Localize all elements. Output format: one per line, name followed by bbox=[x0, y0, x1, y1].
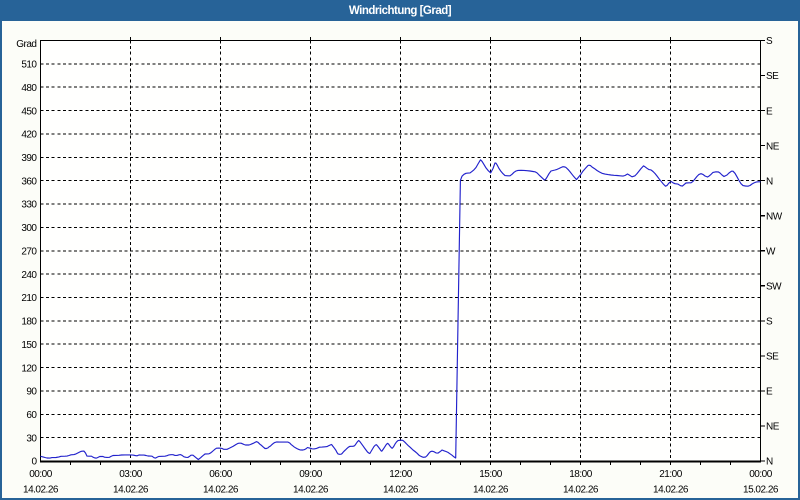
svg-text:15:00: 15:00 bbox=[479, 469, 502, 480]
svg-text:00:00: 00:00 bbox=[749, 469, 772, 480]
svg-text:06:00: 06:00 bbox=[209, 469, 232, 480]
svg-text:270: 270 bbox=[21, 246, 37, 257]
svg-text:150: 150 bbox=[21, 340, 37, 351]
svg-text:30: 30 bbox=[26, 433, 37, 444]
svg-text:03:00: 03:00 bbox=[119, 469, 142, 480]
svg-text:300: 300 bbox=[21, 223, 37, 234]
svg-text:180: 180 bbox=[21, 317, 37, 328]
svg-text:W: W bbox=[766, 246, 776, 257]
svg-text:14.02.26: 14.02.26 bbox=[293, 485, 329, 496]
svg-text:18:00: 18:00 bbox=[569, 469, 592, 480]
svg-text:NE: NE bbox=[766, 141, 780, 152]
svg-text:90: 90 bbox=[26, 387, 37, 398]
svg-text:E: E bbox=[766, 106, 773, 117]
svg-text:240: 240 bbox=[21, 270, 37, 281]
svg-text:14.02.26: 14.02.26 bbox=[113, 485, 149, 496]
svg-text:0: 0 bbox=[31, 457, 37, 468]
svg-text:14.02.26: 14.02.26 bbox=[563, 485, 599, 496]
svg-text:Windrichtung [Grad]: Windrichtung [Grad] bbox=[349, 5, 452, 17]
svg-text:14.02.26: 14.02.26 bbox=[473, 485, 509, 496]
svg-text:NE: NE bbox=[766, 422, 780, 433]
svg-text:390: 390 bbox=[21, 153, 37, 164]
svg-text:S: S bbox=[766, 317, 773, 328]
svg-text:14.02.26: 14.02.26 bbox=[203, 485, 239, 496]
svg-text:S: S bbox=[766, 36, 773, 47]
svg-text:NW: NW bbox=[766, 211, 783, 222]
svg-text:N: N bbox=[766, 457, 773, 468]
svg-text:480: 480 bbox=[21, 83, 37, 94]
svg-text:N: N bbox=[766, 176, 773, 187]
svg-text:SE: SE bbox=[766, 71, 779, 82]
svg-text:12:00: 12:00 bbox=[389, 469, 412, 480]
svg-text:330: 330 bbox=[21, 200, 37, 211]
svg-text:510: 510 bbox=[21, 60, 37, 71]
svg-text:E: E bbox=[766, 387, 773, 398]
svg-text:60: 60 bbox=[26, 410, 37, 421]
svg-text:SE: SE bbox=[766, 352, 779, 363]
svg-text:15.02.26: 15.02.26 bbox=[743, 485, 779, 496]
svg-text:420: 420 bbox=[21, 130, 37, 141]
svg-text:09:00: 09:00 bbox=[299, 469, 322, 480]
svg-text:Grad: Grad bbox=[16, 39, 36, 50]
svg-text:SW: SW bbox=[766, 282, 782, 293]
svg-text:14.02.26: 14.02.26 bbox=[23, 485, 59, 496]
svg-text:360: 360 bbox=[21, 176, 37, 187]
svg-text:14.02.26: 14.02.26 bbox=[383, 485, 419, 496]
svg-text:14.02.26: 14.02.26 bbox=[653, 485, 689, 496]
svg-text:120: 120 bbox=[21, 363, 37, 374]
svg-text:210: 210 bbox=[21, 293, 37, 304]
svg-text:21:00: 21:00 bbox=[659, 469, 682, 480]
svg-text:450: 450 bbox=[21, 106, 37, 117]
svg-text:00:00: 00:00 bbox=[29, 469, 52, 480]
